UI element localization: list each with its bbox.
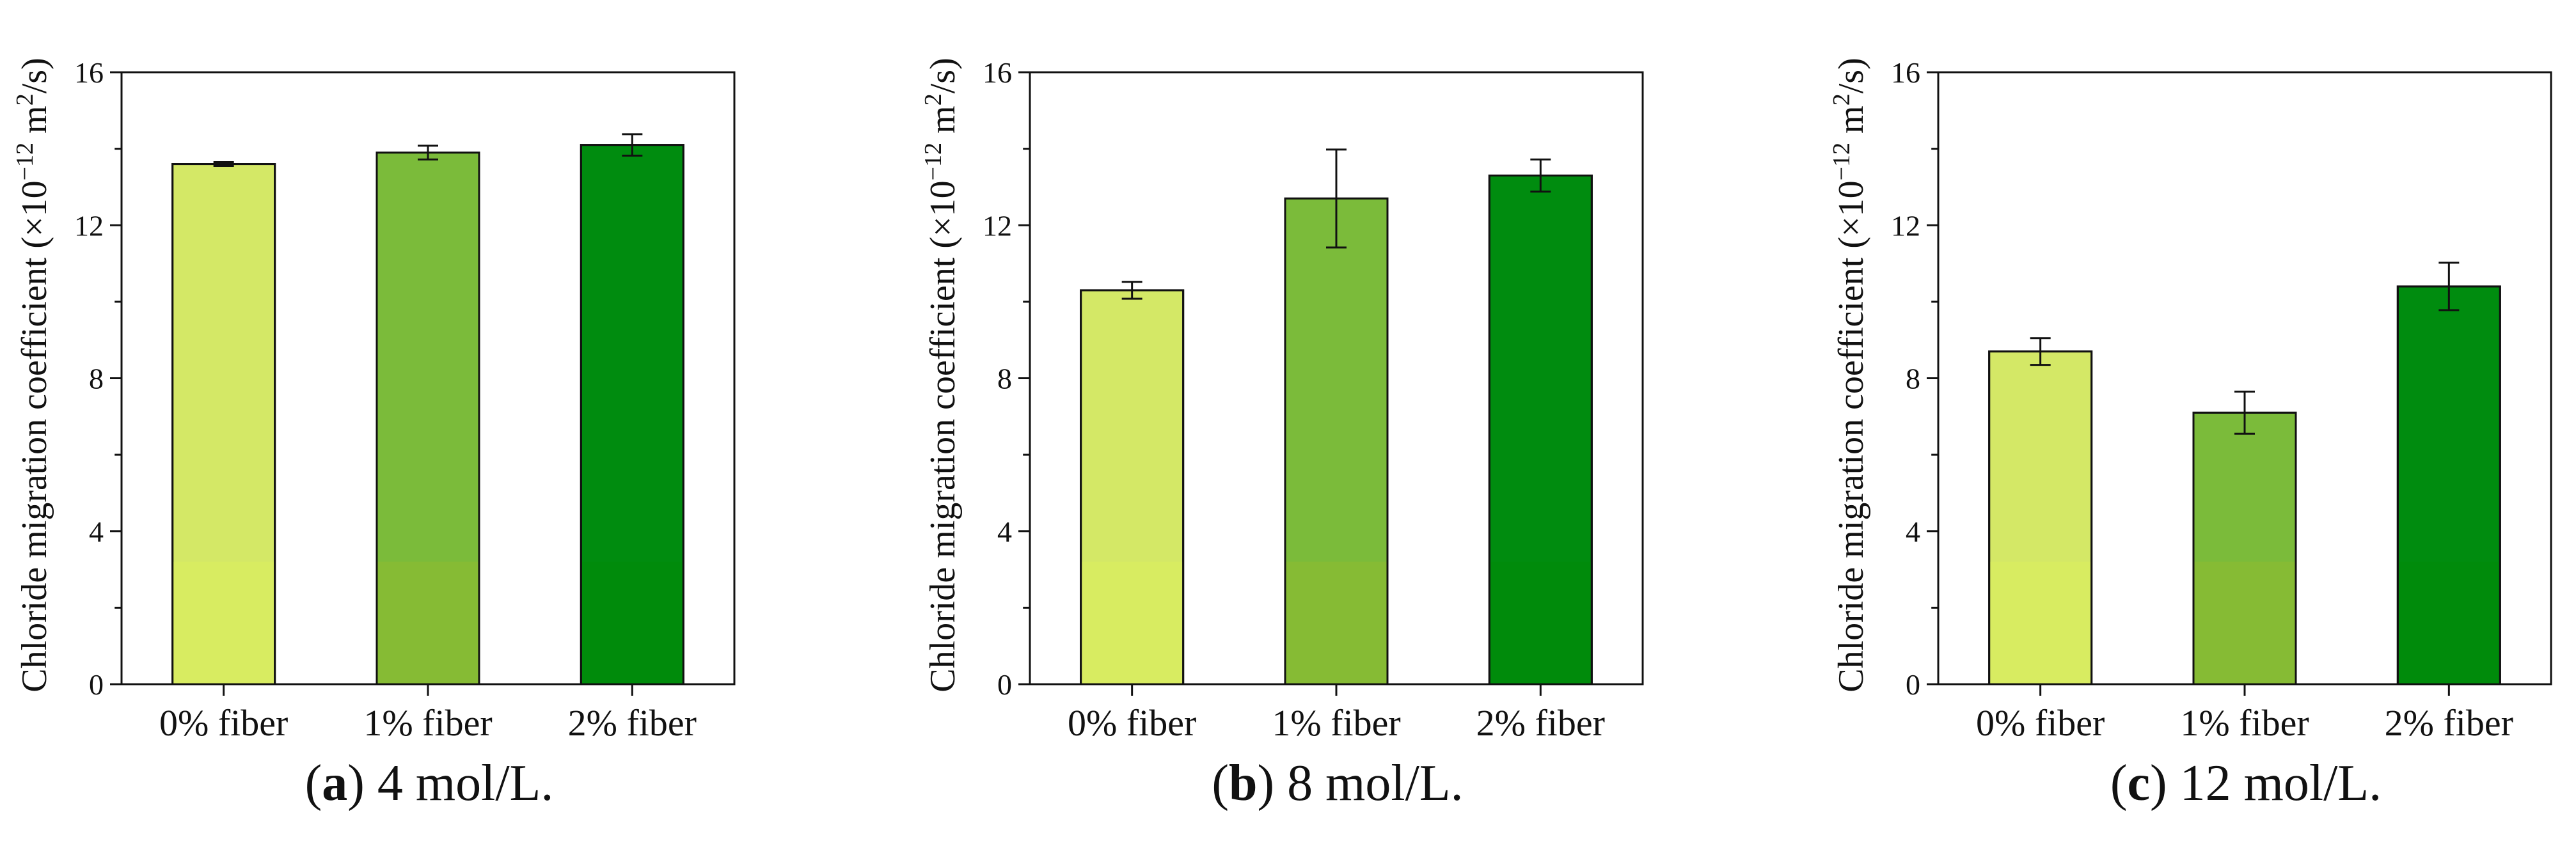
- chart-panel-a: 0 4 8 12 16 0% fiber 1% fiber 2% fiber Chloride …: [0, 0, 858, 846]
- bar-chart-b: 0 4 8 12 16 0% fiber 1% fiber 2% fiber Chloride …: [920, 56, 1644, 744]
- caption-text: 12 mol/L.: [2179, 755, 2382, 811]
- bar-lower-shade: [1082, 561, 1183, 684]
- y-tick-label: 8: [997, 363, 1012, 395]
- y-tick-label: 12: [1891, 209, 1920, 242]
- y-axis-label-unit: m: [923, 106, 963, 143]
- y-axis-label-end: /s): [1831, 58, 1871, 93]
- x-category-label: 0% fiber: [1068, 702, 1196, 744]
- y-axis-label-exponent2: 2: [920, 93, 947, 106]
- y-tick-label: 12: [74, 209, 104, 242]
- x-category-label: 1% fiber: [1272, 702, 1400, 744]
- y-axis-label-end: /s): [923, 58, 963, 93]
- y-tick-label: 16: [983, 56, 1012, 89]
- bar-chart-a: 0 4 8 12 16 0% fiber 1% fiber 2% fiber Chloride …: [12, 56, 736, 744]
- bar-lower-shade: [581, 561, 683, 684]
- y-axis-label: Chloride migration coefficient (×10−12 m…: [1828, 58, 1871, 693]
- y-tick-label: 4: [89, 515, 104, 548]
- y-axis-label-exponent: −12: [1828, 143, 1855, 181]
- y-axis-label-unit: m: [1831, 106, 1871, 143]
- bar-lower-shade: [173, 561, 274, 684]
- caption-letter: c: [2127, 755, 2150, 811]
- x-category-label: 0% fiber: [159, 702, 288, 744]
- y-axis-label-main: Chloride migration coefficient (×10: [923, 180, 963, 692]
- x-category-label: 2% fiber: [568, 702, 697, 744]
- y-axis-label-main: Chloride migration coefficient (×10: [1831, 180, 1871, 692]
- y-tick-label: 0: [89, 668, 104, 701]
- chart-panel-c: 0 4 8 12 16 0% fiber 1% fiber 2% fiber Chloride …: [1817, 0, 2576, 846]
- bar-chart-c: 0 4 8 12 16 0% fiber 1% fiber 2% fiber Chloride …: [1828, 56, 2552, 744]
- y-axis-label-end: /s): [15, 58, 54, 93]
- caption-letter: b: [1228, 755, 1258, 811]
- y-tick-label: 4: [1906, 515, 1920, 548]
- y-tick-label: 0: [997, 668, 1012, 701]
- x-category-label: 0% fiber: [1976, 702, 2105, 744]
- y-tick-label: 4: [997, 515, 1012, 548]
- bar-lower-shade: [2194, 561, 2295, 684]
- bar-lower-shade: [2398, 561, 2499, 684]
- y-axis-label-exponent: −12: [920, 143, 947, 181]
- bar-lower-shade: [377, 561, 478, 684]
- caption-text: 4 mol/L.: [377, 755, 554, 811]
- y-tick-label: 0: [1906, 668, 1920, 701]
- caption-a: (a) 4 mol/L.: [304, 755, 554, 811]
- x-category-label: 1% fiber: [363, 702, 492, 744]
- x-category-label: 2% fiber: [1476, 702, 1605, 744]
- y-axis-label: Chloride migration coefficient (×10−12 m…: [920, 58, 963, 693]
- caption-b: (b) 8 mol/L.: [1212, 755, 1464, 811]
- y-axis-label-exponent2: 2: [1828, 93, 1855, 106]
- y-axis-label: Chloride migration coefficient (×10−12 m…: [12, 58, 54, 693]
- y-axis-label-unit: m: [15, 106, 54, 143]
- y-tick-label: 8: [89, 363, 104, 395]
- chart-panel-b: 0 4 8 12 16 0% fiber 1% fiber 2% fiber Chloride …: [908, 0, 1767, 846]
- y-axis-label-main: Chloride migration coefficient (×10: [15, 180, 54, 692]
- x-category-label: 1% fiber: [2180, 702, 2309, 744]
- y-axis-label-exponent: −12: [12, 143, 38, 181]
- caption-text: 8 mol/L.: [1287, 755, 1464, 811]
- bar-lower-shade: [1490, 561, 1591, 684]
- bar-lower-shade: [1286, 561, 1387, 684]
- bar-lower-shade: [1990, 561, 2091, 684]
- y-tick-label: 16: [74, 56, 104, 89]
- caption-letter: a: [322, 755, 348, 811]
- y-tick-label: 12: [983, 209, 1012, 242]
- x-category-label: 2% fiber: [2385, 702, 2513, 744]
- y-tick-label: 8: [1906, 363, 1920, 395]
- y-axis-label-exponent2: 2: [12, 93, 38, 106]
- caption-c: (c) 12 mol/L.: [2110, 755, 2382, 811]
- y-tick-label: 16: [1891, 56, 1920, 89]
